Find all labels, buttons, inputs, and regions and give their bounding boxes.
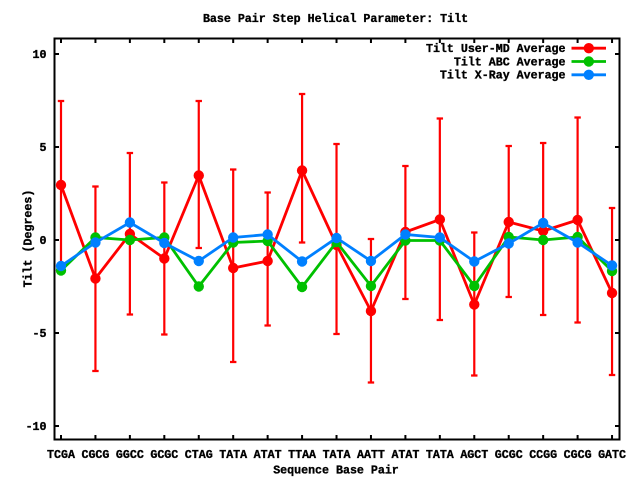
svg-text:TATA: TATA xyxy=(219,449,247,462)
svg-text:5: 5 xyxy=(40,142,47,155)
svg-text:CGCG: CGCG xyxy=(564,449,592,462)
svg-text:GATC: GATC xyxy=(598,449,626,462)
svg-text:-10: -10 xyxy=(26,421,47,434)
svg-text:TATA: TATA xyxy=(323,449,351,462)
svg-text:ATAT: ATAT xyxy=(391,449,419,462)
svg-text:Tilt ABC Average: Tilt ABC Average xyxy=(454,56,566,69)
svg-text:CTAG: CTAG xyxy=(185,449,213,462)
svg-text:CGCG: CGCG xyxy=(81,449,109,462)
svg-text:GCGC: GCGC xyxy=(150,449,178,462)
svg-text:Base Pair Step Helical Paramet: Base Pair Step Helical Parameter: Tilt xyxy=(203,13,468,26)
svg-text:CCGG: CCGG xyxy=(529,449,557,462)
svg-text:TCGA: TCGA xyxy=(47,449,75,462)
svg-text:0: 0 xyxy=(40,235,47,248)
svg-text:ATAT: ATAT xyxy=(254,449,282,462)
svg-text:Tilt (Degrees): Tilt (Degrees) xyxy=(23,190,36,288)
svg-text:TTAA: TTAA xyxy=(288,449,316,462)
svg-text:10: 10 xyxy=(33,49,47,62)
svg-text:AGCT: AGCT xyxy=(460,449,488,462)
svg-text:AATT: AATT xyxy=(357,449,385,462)
svg-text:Tilt X-Ray Average: Tilt X-Ray Average xyxy=(440,70,566,83)
svg-text:Tilt User-MD Average: Tilt User-MD Average xyxy=(426,43,566,56)
svg-text:Sequence Base Pair: Sequence Base Pair xyxy=(273,465,399,478)
svg-text:TATA: TATA xyxy=(426,449,454,462)
svg-text:-5: -5 xyxy=(33,328,47,341)
svg-text:GGCC: GGCC xyxy=(116,449,144,462)
svg-text:GCGC: GCGC xyxy=(495,449,523,462)
